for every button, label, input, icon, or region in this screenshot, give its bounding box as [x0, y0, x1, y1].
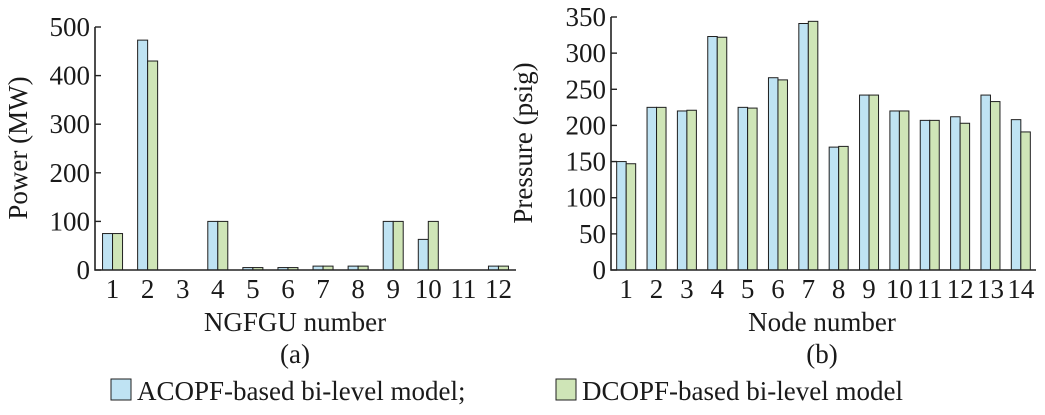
panel-b-bar-acopf-1 [616, 161, 627, 271]
panel-b-xtick-label: 11 [917, 274, 943, 304]
panel-b-bar-acopf-4 [707, 36, 718, 271]
panel-a-label: (a) [280, 339, 310, 369]
legend-label-acopf: ACOPF-based bi-level model; [137, 376, 465, 406]
panel-a-bar-acopf-1 [102, 233, 114, 271]
panel-b-bar-acopf-9 [859, 94, 870, 271]
panel-b-xtick-label: 1 [619, 274, 633, 304]
panel-b-bar-dcopf-7 [807, 20, 819, 271]
panel-b-bar-acopf-2 [646, 106, 658, 271]
panel-b-xtick-label: 2 [650, 274, 664, 304]
panel-b-xtick-label: 9 [862, 274, 876, 304]
panel-b-xtick-label: 6 [771, 274, 785, 304]
panel-b-bar-dcopf-5 [747, 107, 758, 271]
panel-b-bar-acopf-6 [767, 77, 779, 271]
panel-b-bar-dcopf-12 [959, 122, 971, 271]
panel-b-ylabel: Pressure (psig) [508, 62, 538, 223]
panel-b-bar-dcopf-8 [838, 145, 849, 271]
panel-a-xtick-label: 4 [211, 274, 225, 304]
panel-b-bar-acopf-3 [676, 110, 688, 271]
panel-b-bar-dcopf-2 [656, 106, 667, 271]
panel-b-ytick-label: 0 [593, 255, 607, 285]
panel-b-bar-acopf-5 [737, 106, 749, 271]
panel-b-xtick-label: 3 [680, 274, 694, 304]
panel-a-xtick-label: 11 [450, 274, 476, 304]
panel-a-bar-acopf-9 [382, 220, 394, 271]
panel-a-bar-dcopf-9 [392, 220, 404, 271]
panel-b-bar-dcopf-1 [625, 163, 637, 271]
panel-b-xtick-label: 14 [1007, 274, 1035, 304]
panel-b-xlabel: Node number [748, 307, 896, 337]
panel-a-xtick-label: 7 [316, 274, 330, 304]
panel-a-bar-dcopf-1 [112, 233, 124, 271]
panel-a-xtick-label: 10 [415, 274, 442, 304]
panel-b-xtick-label: 8 [832, 274, 846, 304]
panel-a-bar-dcopf-4 [217, 220, 229, 271]
legend: ACOPF-based bi-level model; DCOPF-based … [110, 376, 903, 406]
panel-b-bar-dcopf-10 [898, 110, 910, 271]
legend-label-dcopf: DCOPF-based bi-level model [582, 376, 903, 406]
panel-b-bar-acopf-11 [919, 119, 931, 271]
panel-b-xtick-label: 5 [741, 274, 755, 304]
panel-b-bar-dcopf-14 [1020, 131, 1031, 271]
panel-b-xtick-label: 10 [886, 274, 913, 304]
panel-b-ytick-label: 350 [566, 2, 607, 32]
panel-b-xtick-label: 13 [977, 274, 1004, 304]
panel-a-ytick-label: 100 [50, 206, 91, 236]
panel-b-bar-acopf-8 [828, 146, 840, 271]
panel-a-xlabel: NGFGU number [204, 307, 386, 337]
panel-a-xtick-label: 5 [246, 274, 260, 304]
panel-b-axes [610, 17, 1036, 271]
panel-b-bar-dcopf-13 [989, 101, 1001, 271]
panel-a-xtick-label: 1 [106, 274, 120, 304]
panel-b-bar-acopf-10 [889, 110, 900, 271]
legend-swatch-dcopf [555, 378, 577, 401]
panel-b-ytick-label: 250 [566, 74, 607, 104]
panel-a-axes [94, 27, 516, 271]
panel-a-bar-acopf-2 [137, 39, 149, 271]
panel-a-xtick-label: 9 [386, 274, 400, 304]
panel-a-xtick-label: 6 [281, 274, 295, 304]
panel-b-ytick-label: 150 [566, 147, 607, 177]
panel-b-label: (b) [806, 339, 837, 369]
panel-b-xtick-label: 4 [711, 274, 725, 304]
panel-a-ytick-label: 300 [50, 109, 91, 139]
panel-a-ylabel: Power (MW) [3, 76, 33, 219]
panel-a-xtick-label: 3 [176, 274, 190, 304]
panel-b-bar-dcopf-3 [686, 109, 697, 271]
panel-a-ytick-label: 500 [50, 12, 91, 42]
panel-b-bar-dcopf-6 [777, 79, 788, 271]
panel-a-bar-acopf-4 [207, 220, 219, 271]
panel-a-bars [102, 39, 509, 271]
panel-b-bar-dcopf-9 [868, 94, 880, 271]
panel-b-ytick-label: 200 [566, 110, 607, 140]
panel-a-ytick-label: 200 [50, 158, 91, 188]
panel-b-bar-dcopf-4 [716, 36, 728, 271]
panel-b-ytick-label: 100 [566, 183, 607, 213]
panel-b-bars [616, 20, 1031, 271]
panel-b-bar-acopf-7 [798, 23, 809, 271]
panel-b-xtick-label: 7 [802, 274, 816, 304]
panel-a-xtick-label: 12 [485, 274, 512, 304]
panel-b-bar-dcopf-11 [929, 119, 940, 271]
panel-a-xtick-label: 2 [141, 274, 155, 304]
panel-a-bar-dcopf-10 [427, 220, 439, 271]
panel-a-bar-acopf-10 [417, 238, 429, 271]
panel-a-xtick-label: 8 [351, 274, 365, 304]
panel-a-ytick-label: 400 [50, 61, 91, 91]
panel-b-ytick-label: 300 [566, 38, 607, 68]
panel-b-ytick-label: 50 [579, 219, 606, 249]
panel-b-bar-acopf-14 [1010, 119, 1022, 271]
panel-a-bar-dcopf-2 [147, 60, 159, 271]
panel-b-xtick-label: 12 [947, 274, 974, 304]
panel-b-bar-acopf-12 [950, 116, 961, 271]
legend-swatch-acopf [110, 378, 132, 401]
panel-b-bar-acopf-13 [980, 94, 991, 271]
panel-a-ytick-label: 0 [77, 255, 91, 285]
